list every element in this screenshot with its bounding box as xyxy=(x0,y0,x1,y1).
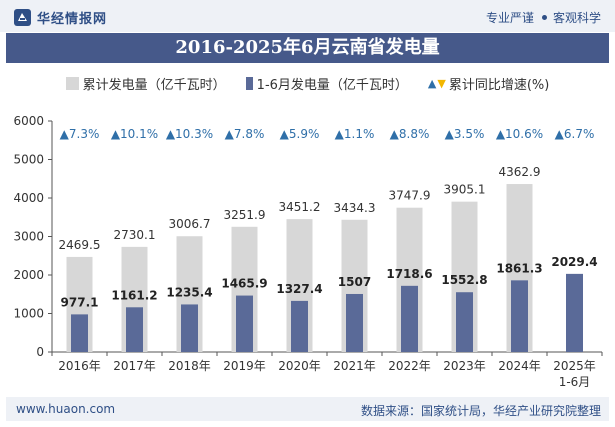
h1-value-label: 1861.3 xyxy=(496,261,542,275)
h1-bar xyxy=(181,304,198,352)
x-tick-label-line: 2017年 xyxy=(113,359,156,373)
legend-label-annual: 累计发电量（亿千瓦时） xyxy=(82,77,226,93)
legend-item-annual: 累计发电量（亿千瓦时） xyxy=(65,74,226,93)
annual-value-label: 2730.1 xyxy=(114,228,156,242)
legend-label-h1: 1-6月发电量（亿千瓦时） xyxy=(256,77,408,93)
y-tick-label: 5000 xyxy=(13,153,44,167)
h1-value-label: 1718.6 xyxy=(386,267,432,281)
x-tick-label: 2016年 xyxy=(58,359,101,373)
x-tick-label: 2018年 xyxy=(168,359,211,373)
h1-value-label: 1161.2 xyxy=(111,288,157,302)
h1-value-label: 1552.8 xyxy=(441,273,487,287)
top-bar: 华经情报网 专业严谨 客观科学 xyxy=(0,0,615,32)
h1-bar xyxy=(511,280,528,352)
brand-logo-icon xyxy=(14,8,31,26)
tagline-dot-icon xyxy=(541,15,547,20)
annual-value-label: 3747.9 xyxy=(389,189,431,203)
growth-label: ▲6.7% xyxy=(555,127,595,141)
x-tick-label: 2017年 xyxy=(113,359,156,373)
tagline: 专业严谨 客观科学 xyxy=(486,9,601,26)
x-tick-label: 2019年 xyxy=(223,359,266,373)
growth-label: ▲3.5% xyxy=(445,127,485,141)
x-tick-label: 2022年 xyxy=(388,359,431,373)
legend-item-growth: ▲ ▼ 累计同比增速(%) xyxy=(428,74,549,93)
brand-name: 华经情报网 xyxy=(37,11,108,27)
legend-label-growth: 累计同比增速(%) xyxy=(448,77,550,93)
footer: www.huaon.com 数据来源：国家统计局，华经产业研究院整理 xyxy=(6,397,609,421)
annual-value-label: 3434.3 xyxy=(334,201,376,215)
growth-label: ▲10.3% xyxy=(166,127,213,141)
x-tick-label-line: 2019年 xyxy=(223,359,266,373)
growth-label: ▲5.9% xyxy=(280,127,320,141)
x-tick-label-line: 2020年 xyxy=(278,359,321,373)
h1-bar xyxy=(236,295,253,352)
x-tick-label: 2025年 1-6月 xyxy=(553,359,596,389)
h1-bar xyxy=(126,307,143,352)
legend-swatch-h1 xyxy=(245,76,253,90)
h1-value-label: 2029.4 xyxy=(551,255,597,269)
annual-value-label: 3251.9 xyxy=(224,208,266,222)
annual-value-label: 3451.2 xyxy=(279,200,321,214)
x-tick-label-line: 2025年 xyxy=(553,359,596,373)
x-tick-label-line: 2024年 xyxy=(498,359,541,373)
annual-value-label: 3905.1 xyxy=(444,183,486,197)
y-tick-label: 3000 xyxy=(13,230,44,244)
chart-title: 2016-2025年6月云南省发电量 xyxy=(6,33,609,63)
x-tick-label: 2020年 xyxy=(278,359,321,373)
x-tick-label: 2023年 xyxy=(443,359,486,373)
annual-value-label: 2469.5 xyxy=(59,238,101,252)
h1-bar xyxy=(456,292,473,352)
h1-value-label: 1235.4 xyxy=(166,285,212,299)
legend-item-h1: 1-6月发电量（亿千瓦时） xyxy=(245,74,408,93)
y-tick-label: 2000 xyxy=(13,268,44,282)
footer-url[interactable]: www.huaon.com xyxy=(16,402,116,416)
legend-down-triangle-icon: ▼ xyxy=(437,76,446,90)
h1-bar xyxy=(566,273,583,352)
x-tick-label-line: 2022年 xyxy=(388,359,431,373)
legend-up-triangle-icon: ▲ xyxy=(427,76,437,90)
annual-value-label: 3006.7 xyxy=(169,217,211,231)
x-tick-label: 2024年 xyxy=(498,359,541,373)
growth-label: ▲10.6% xyxy=(496,127,543,141)
x-tick-label-line: 1-6月 xyxy=(559,375,591,389)
growth-label: ▲1.1% xyxy=(335,127,375,141)
h1-bar xyxy=(401,285,418,352)
growth-label: ▲7.8% xyxy=(225,127,265,141)
x-tick-label-line: 2016年 xyxy=(58,359,101,373)
legend-swatch-annual xyxy=(65,76,79,90)
x-tick-label: 2021年 xyxy=(333,359,376,373)
h1-bar xyxy=(346,293,363,352)
y-tick-label: 4000 xyxy=(13,191,44,205)
growth-label: ▲7.3% xyxy=(60,127,100,141)
x-tick-label-line: 2021年 xyxy=(333,359,376,373)
h1-value-label: 1507 xyxy=(338,275,371,289)
y-tick-label: 6000 xyxy=(13,114,44,128)
h1-value-label: 977.1 xyxy=(61,295,99,309)
y-tick-label: 1000 xyxy=(13,307,44,321)
annual-value-label: 4362.9 xyxy=(499,165,541,179)
tagline-right: 客观科学 xyxy=(552,11,601,25)
x-tick-label-line: 2023年 xyxy=(443,359,486,373)
brand[interactable]: 华经情报网 xyxy=(14,8,108,27)
tagline-left: 专业严谨 xyxy=(485,11,534,25)
y-tick-label: 0 xyxy=(36,345,44,359)
legend: 累计发电量（亿千瓦时） 1-6月发电量（亿千瓦时） ▲ ▼ 累计同比增速(%) xyxy=(0,74,615,93)
x-tick-label-line: 2018年 xyxy=(168,359,211,373)
h1-value-label: 1465.9 xyxy=(221,277,267,291)
h1-value-label: 1327.4 xyxy=(276,282,322,296)
h1-bar xyxy=(291,300,308,352)
h1-bar xyxy=(71,314,88,352)
growth-label: ▲10.1% xyxy=(111,127,158,141)
footer-source: 数据来源：国家统计局，华经产业研究院整理 xyxy=(360,404,601,418)
growth-label: ▲8.8% xyxy=(390,127,430,141)
